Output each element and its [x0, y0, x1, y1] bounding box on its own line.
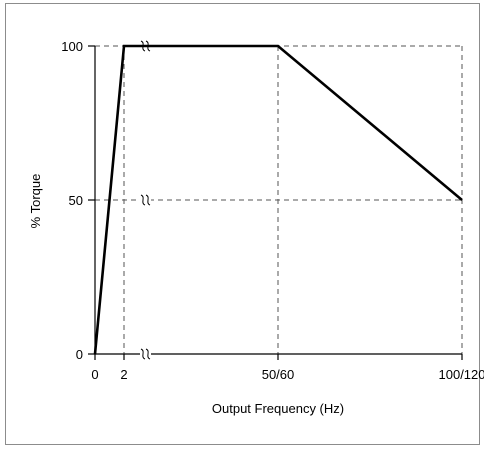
axis-break-squiggle-1-0	[140, 194, 146, 206]
y-tick-label-50: 50	[69, 193, 83, 208]
chart-frame	[5, 3, 480, 445]
torque-series-line	[93, 44, 463, 355]
y-tick-label-100: 100	[61, 39, 83, 54]
axes	[88, 45, 463, 360]
axis-break-gap-1	[140, 195, 151, 205]
axis-break-marks	[140, 40, 151, 360]
x-tick-label-100-120: 100/120	[439, 367, 484, 382]
axis-break-squiggle-1-1	[145, 194, 151, 206]
axis-break-gap-2	[140, 349, 151, 359]
tick-labels: 0 50 100 0 2 50/60 100/120	[61, 39, 484, 382]
x-tick-label-0: 0	[91, 367, 98, 382]
y-tick-label-0: 0	[76, 347, 83, 362]
axis-break-squiggle-2-1	[145, 348, 151, 360]
x-tick-label-50-60: 50/60	[262, 367, 295, 382]
series-line	[93, 44, 463, 355]
y-axis-title: % Torque	[28, 174, 43, 229]
x-axis-title: Output Frequency (Hz)	[212, 401, 344, 416]
x-tick-label-2: 2	[120, 367, 127, 382]
axis-break-squiggle-2-0	[140, 348, 146, 360]
